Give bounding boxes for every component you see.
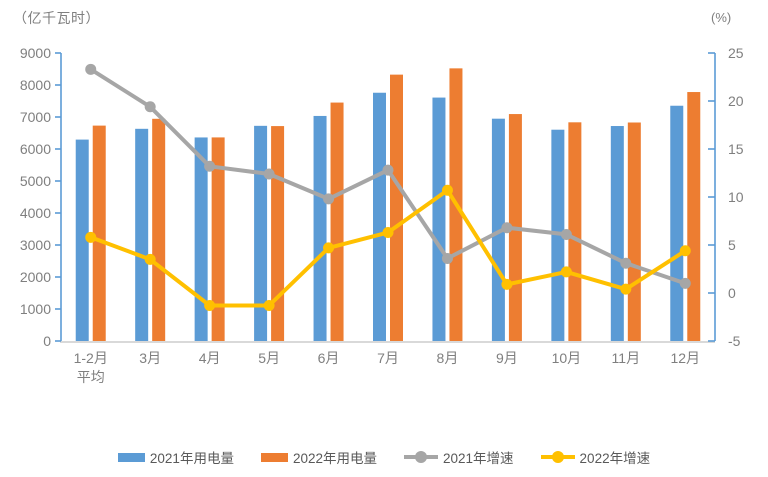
legend-item-2022-growth: 2022年增速 [540,447,651,467]
marker-2021年增速-4月 [204,160,216,172]
bar-2021年用电量-4月 [194,137,208,341]
marker-2021年增速-7月 [382,164,394,176]
right-axis-tick-label: 0 [728,285,736,301]
right-axis-tick-label: 25 [728,45,744,61]
marker-2021年增速-5月 [263,168,275,180]
marker-2021年增速-1-2月 [85,63,97,75]
left-axis-unit-label: （亿千瓦时） [13,10,100,26]
bar-2022年用电量-1-2月 [92,125,106,341]
marker-2022年增速-10月 [560,266,572,278]
x-axis-label-12月: 12月 [670,350,700,366]
x-axis-label-5月: 5月 [258,350,280,366]
legend-swatch-2022-growth [540,451,575,463]
marker-2021年增速-3月 [144,101,156,113]
x-axis-label-9月: 9月 [496,350,518,366]
left-axis-tick-label: 2000 [20,269,51,285]
legend-label-2022-consumption: 2022年用电量 [292,451,377,466]
bar-2022年用电量-3月 [152,118,166,342]
chart-legend: 2021年用电量 2022年用电量 2021年增速 2022年增速 [0,447,768,467]
bar-2021年用电量-12月 [670,105,684,342]
x-axis-label-10月: 10月 [552,350,582,366]
bar-2022年用电量-11月 [627,122,641,341]
left-axis-tick-label: 1000 [20,301,51,317]
right-axis-tick-label: 10 [728,189,744,205]
legend-item-2021-growth: 2021年增速 [404,447,514,467]
right-axis-tick-label: 15 [728,141,744,157]
x-axis-label-4月: 4月 [199,350,221,366]
marker-2022年增速-8月 [441,184,453,196]
bar-2022年用电量-4月 [211,137,225,341]
marker-2022年增速-11月 [620,283,632,295]
x-axis-label-11月: 11月 [612,350,641,366]
bar-2022年用电量-7月 [390,74,403,341]
bar-2022年用电量-10月 [568,122,582,341]
left-axis-tick-label: 4000 [20,205,51,221]
bar-2021年用电量-7月 [373,92,386,341]
marker-2022年增速-3月 [144,253,156,265]
right-axis-tick-label: 5 [728,237,736,253]
marker-2022年增速-6月 [323,242,335,254]
marker-2022年增速-4月 [204,299,216,311]
bar-2021年用电量-5月 [254,125,268,341]
marker-2021年增速-11月 [620,257,632,269]
legend-label-2021-consumption: 2021年用电量 [149,451,234,466]
right-axis-unit-label: (%) [711,10,732,25]
marker-2022年增速-5月 [263,299,275,311]
legend-swatch-2022-consumption [260,452,288,462]
marker-2021年增速-10月 [560,228,572,240]
line-2021年增速 [88,67,688,286]
x-axis-label-7月: 7月 [377,350,399,366]
left-axis-tick-label: 5000 [20,173,51,189]
legend-label-2021-growth: 2021年增速 [443,451,514,466]
legend-swatch-2021-growth [404,451,438,463]
marker-2021年增速-6月 [323,193,335,205]
marker-2022年增速-1-2月 [85,231,97,243]
bar-2021年用电量-1-2月 [75,139,89,341]
bar-2021年用电量-6月 [313,115,327,341]
marker-2022年增速-9月 [501,278,513,290]
legend-swatch-2021-consumption [117,452,145,462]
bar-2021年用电量-8月 [432,97,446,342]
left-axis-tick-label: 7000 [20,109,51,125]
legend-item-2022-consumption: 2022年用电量 [260,447,377,467]
legend-label-2022-growth: 2022年增速 [579,451,651,466]
x-axis-label-8月: 8月 [437,350,459,366]
bar-2021年用电量-11月 [610,126,624,341]
x-axis-label-3月: 3月 [139,350,161,366]
marker-2021年增速-8月 [441,252,453,264]
bar-2022年用电量-12月 [687,92,701,341]
bar-2022年用电量-6月 [330,102,344,342]
left-axis-tick-label: 8000 [20,77,51,93]
left-axis-tick-label: 3000 [20,237,51,253]
left-axis-tick-label: 6000 [20,141,51,157]
left-axis-tick-label: 9000 [20,45,51,61]
bar-2021年用电量-3月 [135,128,149,341]
marker-2022年增速-12月 [679,245,691,257]
right-axis-tick-label: 20 [728,93,744,109]
x-axis-label-6月: 6月 [318,350,340,366]
marker-2021年增速-12月 [679,277,691,289]
left-axis-tick-label: 0 [43,333,51,349]
chart-canvas: 9000 8000 7000 6000 5000 4000 3000 2000 1000 0 25 2… [20,45,744,385]
marker-2021年增速-9月 [501,222,513,234]
right-axis-tick-label: -5 [728,333,741,349]
x-axis-label-1-2月: 1-2月平均 [74,350,108,385]
marker-2022年增速-7月 [382,227,394,239]
legend-item-2021-consumption: 2021年用电量 [117,447,234,467]
